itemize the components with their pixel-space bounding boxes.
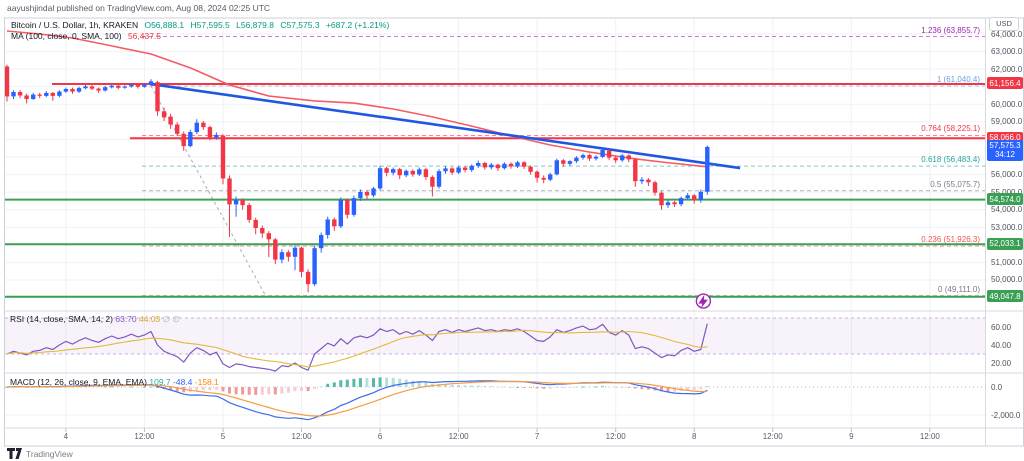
tradingview-attribution[interactable]: TradingView <box>7 448 73 459</box>
ohlc-low: L56,879.8 <box>236 20 274 30</box>
tradingview-attribution-text: TradingView <box>26 448 73 459</box>
symbol-title[interactable]: Bitcoin / U.S. Dollar, 1h, KRAKEN <box>11 20 139 30</box>
macd-hist-value: 109.7 <box>149 377 171 387</box>
tradingview-logo-icon <box>7 448 22 459</box>
ohlc-open: O56,888.1 <box>144 20 185 30</box>
macd-legend: MACD (12, 26, close, 9, EMA, EMA) 109.7 … <box>10 377 219 387</box>
ohlc-change: +687.2 (+1.21%) <box>325 20 390 30</box>
ohlc-close: C57,575.3 <box>280 20 320 30</box>
symbol-legend: Bitcoin / U.S. Dollar, 1h, KRAKEN O56,88… <box>11 20 389 42</box>
ma-label[interactable]: MA (100, close, 0, SMA, 100) <box>11 31 122 41</box>
symbol-legend-row1: Bitcoin / U.S. Dollar, 1h, KRAKEN O56,88… <box>11 20 389 31</box>
rsi-hidden-values: ∅ ∅ <box>162 314 180 324</box>
published-note-text: aayushjindal published on TradingView.co… <box>7 3 271 13</box>
ohlc-high: H57,595.5 <box>190 20 230 30</box>
rsi-legend: RSI (14, close, SMA, 14, 2) 63.70 44.03 … <box>10 314 180 325</box>
macd-signal-value: -158.1 <box>194 377 219 387</box>
rsi-value: 63.70 <box>115 314 137 324</box>
rsi-sma-value: 44.03 <box>139 314 161 324</box>
macd-line-value: -48.4 <box>173 377 193 387</box>
published-note: aayushjindal published on TradingView.co… <box>7 3 270 13</box>
ma-legend-row: MA (100, close, 0, SMA, 100) 56,437.5 <box>11 31 389 42</box>
macd-label[interactable]: MACD (12, 26, close, 9, EMA, EMA) <box>10 377 147 387</box>
currency-label: USD <box>996 19 1012 28</box>
currency-chip: USD <box>989 17 1019 31</box>
rsi-label[interactable]: RSI (14, close, SMA, 14, 2) <box>10 314 113 324</box>
ma-value: 56,437.5 <box>127 31 162 41</box>
